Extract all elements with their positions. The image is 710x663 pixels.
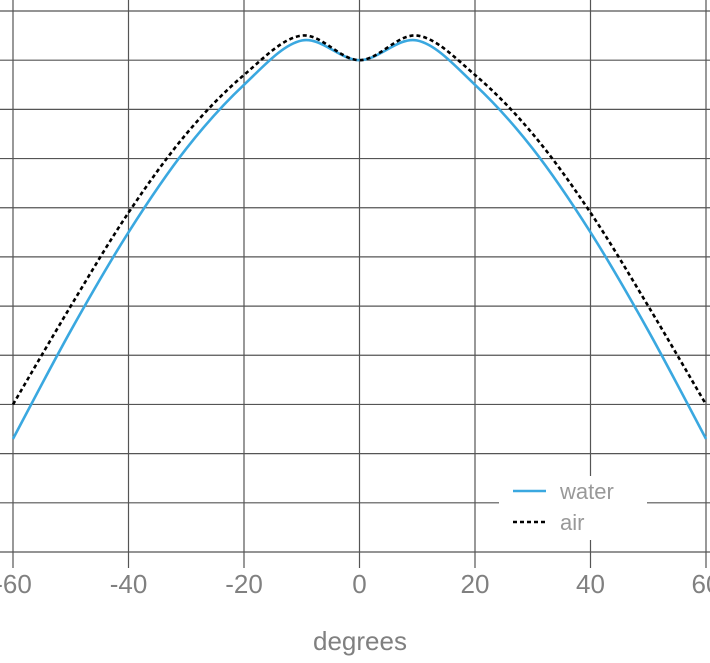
x-axis-title: degrees [313,626,407,656]
x-tick-label: -20 [225,569,263,599]
legend-background [499,476,647,540]
x-tick-label: 20 [461,569,490,599]
series-line-air [11,34,708,406]
x-tick-label: -60 [0,569,32,599]
x-tick-label: 60 [692,569,710,599]
series-layer [11,34,708,440]
series-line-water [11,38,708,440]
x-tick-label: 0 [352,569,366,599]
x-axis-tick-labels: -60 -40 -20 0 20 40 60 [0,569,710,599]
legend: water air [499,476,647,540]
legend-label-air: air [560,510,584,535]
x-tick-label: 40 [576,569,605,599]
vertical-gridlines [12,0,707,568]
legend-label-water: water [559,479,614,504]
x-tick-label: -40 [110,569,148,599]
